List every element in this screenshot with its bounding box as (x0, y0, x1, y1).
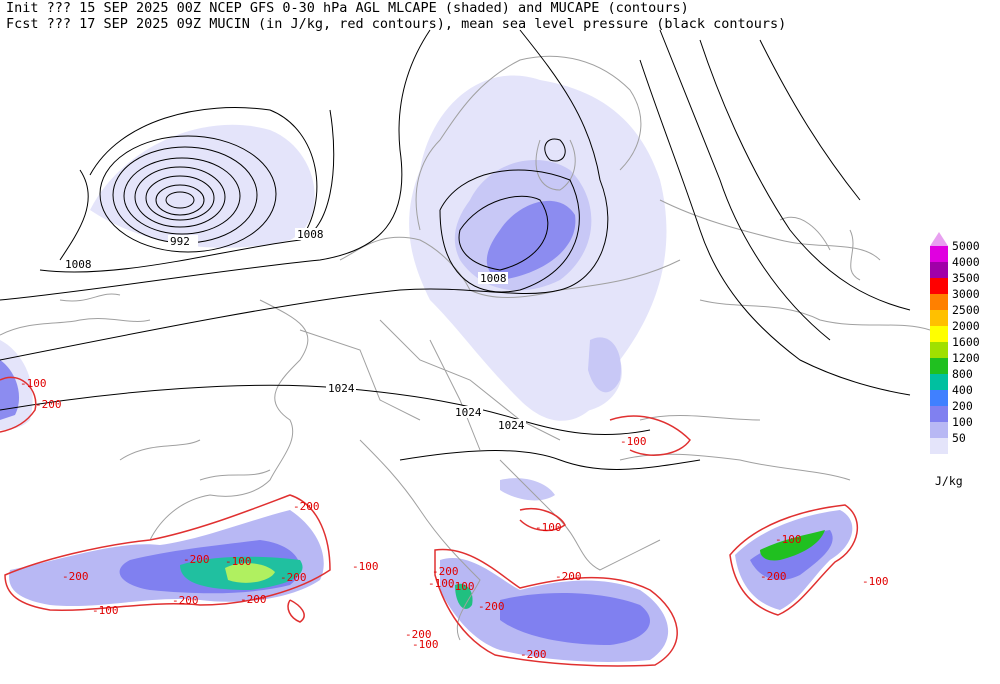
legend-label: 2000 (952, 319, 980, 333)
legend-label: 400 (952, 383, 973, 397)
label-bg (63, 258, 93, 270)
cin-label: -100 (412, 638, 439, 651)
isobar-label: 1008 (297, 228, 324, 241)
cin-label: -200 (293, 500, 320, 513)
cin-label: -200 (520, 648, 547, 661)
legend-label: 100 (952, 415, 973, 429)
label-bg (478, 272, 508, 284)
cin-label: -100 (448, 580, 475, 593)
cin-label: -100 (535, 521, 562, 534)
cape-shading (0, 75, 853, 662)
cin-label: -200 (172, 594, 199, 607)
legend-unit: J/kg (935, 474, 963, 488)
legend-label: 5000 (952, 239, 980, 253)
legend-label: 800 (952, 367, 973, 381)
legend-swatch (930, 262, 948, 278)
cin-label: -200 (35, 398, 62, 411)
legend-swatch (930, 246, 948, 262)
legend-swatch (930, 310, 948, 326)
cin-label: -200 (280, 571, 307, 584)
legend-label: 200 (952, 399, 973, 413)
legend: 5000 4000 3500 3000 2500 2000 1600 1200 800 400 20… (930, 232, 980, 454)
cin-label: -100 (428, 577, 455, 590)
cin-label: -200 (432, 565, 459, 578)
cin-label: -100 (352, 560, 379, 573)
cin-label: -100 (775, 533, 802, 546)
isobar-label: 1008 (65, 258, 92, 271)
legend-label: 4000 (952, 255, 980, 269)
label-bg (326, 382, 356, 394)
legend-swatch (930, 422, 948, 438)
legend-label: 2500 (952, 303, 980, 317)
isobar-label: 992 (170, 235, 190, 248)
cin-label: -200 (760, 570, 787, 583)
cin-label: -200 (478, 600, 505, 613)
legend-swatch (930, 438, 948, 454)
legend-label: 1200 (952, 351, 980, 365)
label-bg (295, 228, 325, 240)
header-line: Fcst ??? 17 SEP 2025 09Z MUCIN (in J/kg,… (6, 16, 786, 32)
legend-label: 3000 (952, 287, 980, 301)
legend-swatch (930, 294, 948, 310)
legend-swatch (930, 406, 948, 422)
legend-label: 3500 (952, 271, 980, 285)
isobar-label: 1024 (328, 382, 355, 395)
header-line: Init ??? 15 SEP 2025 00Z NCEP GFS 0-30 h… (6, 0, 689, 16)
cin-label: -200 (240, 593, 267, 606)
legend-swatch (930, 232, 948, 246)
label-bg (168, 235, 198, 247)
isobar-label: 1024 (455, 406, 482, 419)
legend-swatch (930, 374, 948, 390)
legend-swatch (930, 358, 948, 374)
isobar-label: 1024 (498, 419, 525, 432)
label-bg (496, 419, 526, 431)
cin-label: -200 (183, 553, 210, 566)
cin-contours (0, 376, 859, 667)
isobar-label: 1008 (480, 272, 507, 285)
legend-label: 1600 (952, 335, 980, 349)
label-bg (453, 406, 483, 418)
isobars (0, 29, 911, 470)
cin-label: -100 (225, 555, 252, 568)
legend-swatch (930, 278, 948, 294)
legend-swatch (930, 390, 948, 406)
cin-label: -200 (62, 570, 89, 583)
legend-swatch (930, 326, 948, 342)
cin-label: -100 (92, 604, 119, 617)
cin-label: -200 (405, 628, 432, 641)
cin-label: -100 (862, 575, 889, 588)
cin-label: -100 (620, 435, 647, 448)
legend-label: 50 (952, 431, 966, 445)
cin-label: -200 (555, 570, 582, 583)
cin-label: -100 (20, 377, 47, 390)
legend-swatch (930, 342, 948, 358)
